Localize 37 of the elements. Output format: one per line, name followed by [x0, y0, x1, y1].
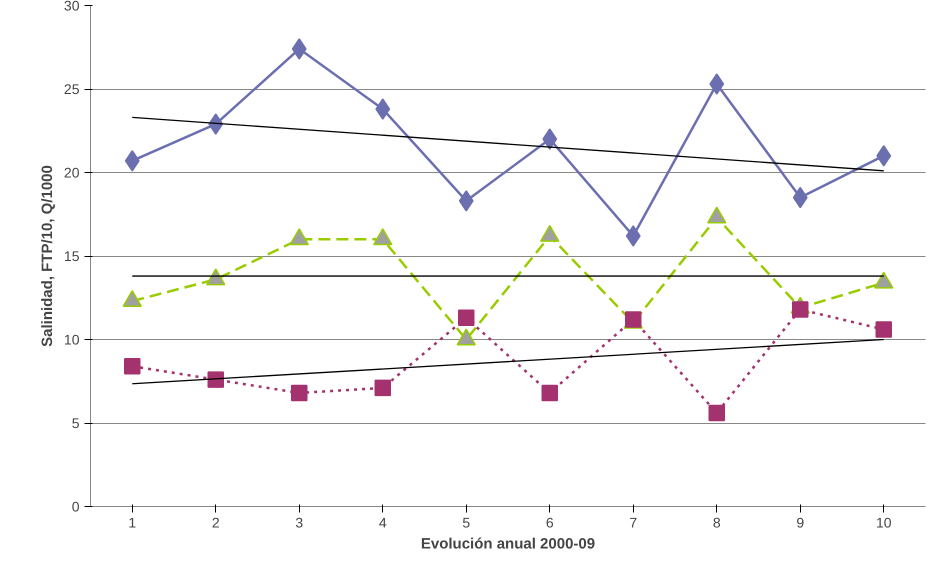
point	[709, 73, 724, 95]
point	[626, 225, 641, 247]
x-axis-title: Evolución anual 2000-09	[420, 536, 596, 552]
x-tick-label: 5	[462, 514, 470, 530]
x-tick-label: 7	[629, 514, 638, 530]
point	[291, 384, 308, 402]
point	[876, 145, 892, 167]
point	[792, 186, 808, 208]
x-tick-label: 10	[876, 514, 892, 530]
y-tick-label: 25	[64, 81, 80, 97]
point	[458, 310, 474, 326]
y-tick-label: 20	[64, 164, 80, 180]
point	[375, 98, 390, 120]
point	[374, 380, 391, 396]
point	[292, 38, 307, 60]
point	[542, 128, 558, 150]
y-tick-label: 30	[64, 0, 80, 14]
x-tick-label: 2	[212, 514, 220, 530]
y-tick-label: 5	[72, 415, 80, 431]
point	[542, 384, 558, 402]
y-axis-title: Salinidad, FTP/10, Q/1000	[38, 165, 56, 347]
point	[708, 404, 725, 422]
y-tick-label: 15	[64, 248, 80, 264]
x-tick-label: 6	[546, 514, 554, 530]
point	[876, 321, 892, 338]
y-tick-label: 0	[72, 498, 80, 514]
point	[792, 301, 808, 318]
point	[208, 371, 224, 388]
x-tick-label: 8	[712, 514, 721, 530]
point	[124, 150, 140, 172]
y-tick-label: 10	[64, 332, 80, 348]
x-tick-label: 4	[378, 514, 387, 530]
point	[124, 358, 140, 374]
point	[458, 190, 474, 212]
x-tick-label: 3	[295, 514, 304, 530]
x-tick-label: 1	[128, 514, 136, 530]
x-tick-label: 9	[796, 514, 804, 530]
